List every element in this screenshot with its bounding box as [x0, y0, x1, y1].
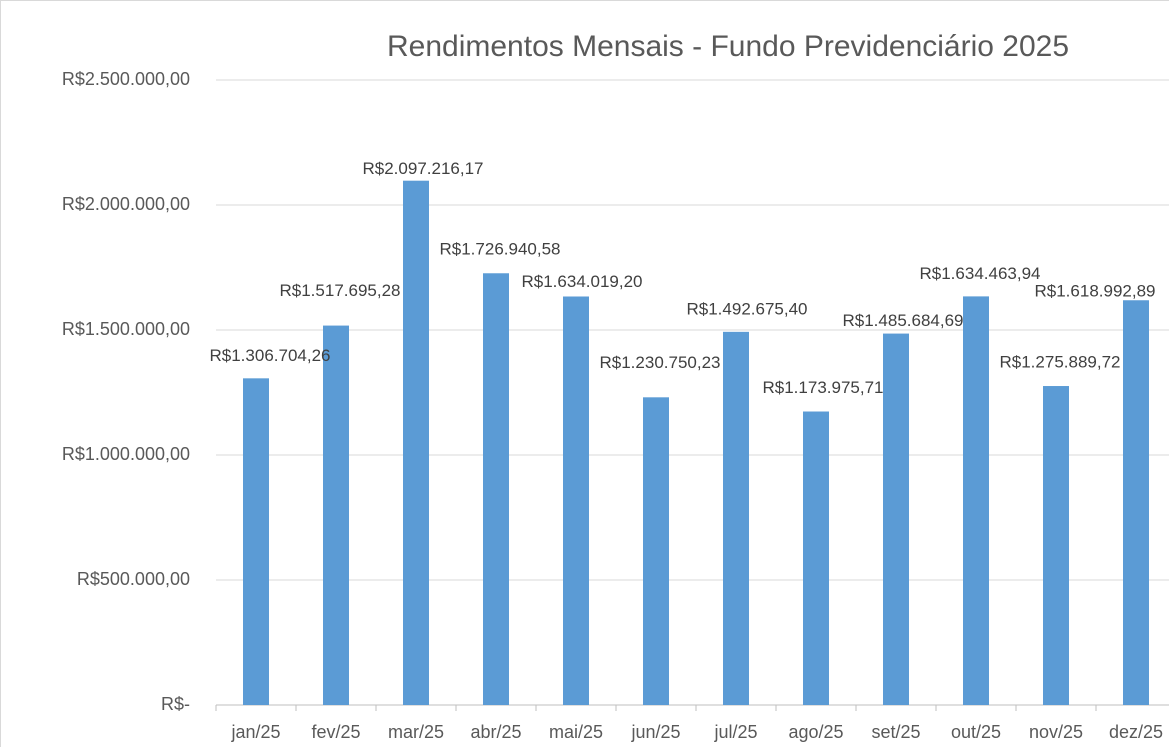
bar: [403, 180, 429, 706]
x-tick-label: set/25: [871, 722, 920, 742]
bar: [243, 378, 269, 705]
x-tick-label: jul/25: [713, 722, 757, 742]
x-tick-label: mai/25: [549, 722, 603, 742]
x-tick-label: abr/25: [470, 722, 521, 742]
bar: [803, 411, 829, 705]
y-tick-label: R$1.000.000,00: [62, 444, 190, 464]
y-tick-label: R$1.500.000,00: [62, 319, 190, 339]
x-tick-label: jun/25: [630, 722, 680, 742]
bar: [323, 325, 349, 705]
x-tick-label: ago/25: [788, 722, 843, 742]
data-label: R$1.517.695,28: [280, 281, 401, 300]
x-tick-label: jan/25: [230, 722, 280, 742]
x-tick-label: out/25: [951, 722, 1001, 742]
y-tick-label: R$2.500.000,00: [62, 69, 190, 89]
y-tick-label: R$500.000,00: [77, 569, 190, 589]
bar: [563, 296, 589, 705]
chart-title: Rendimentos Mensais - Fundo Previdenciár…: [387, 30, 1069, 63]
data-label: R$1.306.704,26: [210, 346, 331, 365]
data-label: R$1.492.675,40: [687, 299, 808, 318]
bar: [883, 333, 909, 705]
y-tick-label: R$2.000.000,00: [62, 194, 190, 214]
x-tick-label: fev/25: [311, 722, 360, 742]
x-tick-label: mar/25: [388, 722, 444, 742]
data-label: R$1.275.889,72: [1000, 353, 1121, 372]
data-label: R$2.097.216,17: [363, 159, 484, 178]
data-label: R$1.173.975,71: [763, 378, 884, 397]
bar: [723, 331, 749, 705]
data-label: R$1.485.684,69: [843, 311, 964, 330]
x-tick-label: nov/25: [1029, 722, 1083, 742]
data-label: R$1.634.019,20: [522, 272, 643, 291]
bar: [1043, 386, 1069, 705]
data-label: R$1.230.750,23: [600, 353, 721, 372]
bar: [643, 397, 669, 705]
y-tick-label: R$-: [161, 694, 190, 714]
data-label: R$1.726.940,58: [440, 240, 561, 259]
data-label: R$1.634.463,94: [920, 264, 1041, 283]
bar: [483, 273, 509, 705]
bar: [1123, 300, 1149, 705]
bar: [963, 296, 989, 705]
data-label: R$1.618.992,89: [1035, 282, 1156, 301]
x-tick-label: dez/25: [1109, 722, 1163, 742]
